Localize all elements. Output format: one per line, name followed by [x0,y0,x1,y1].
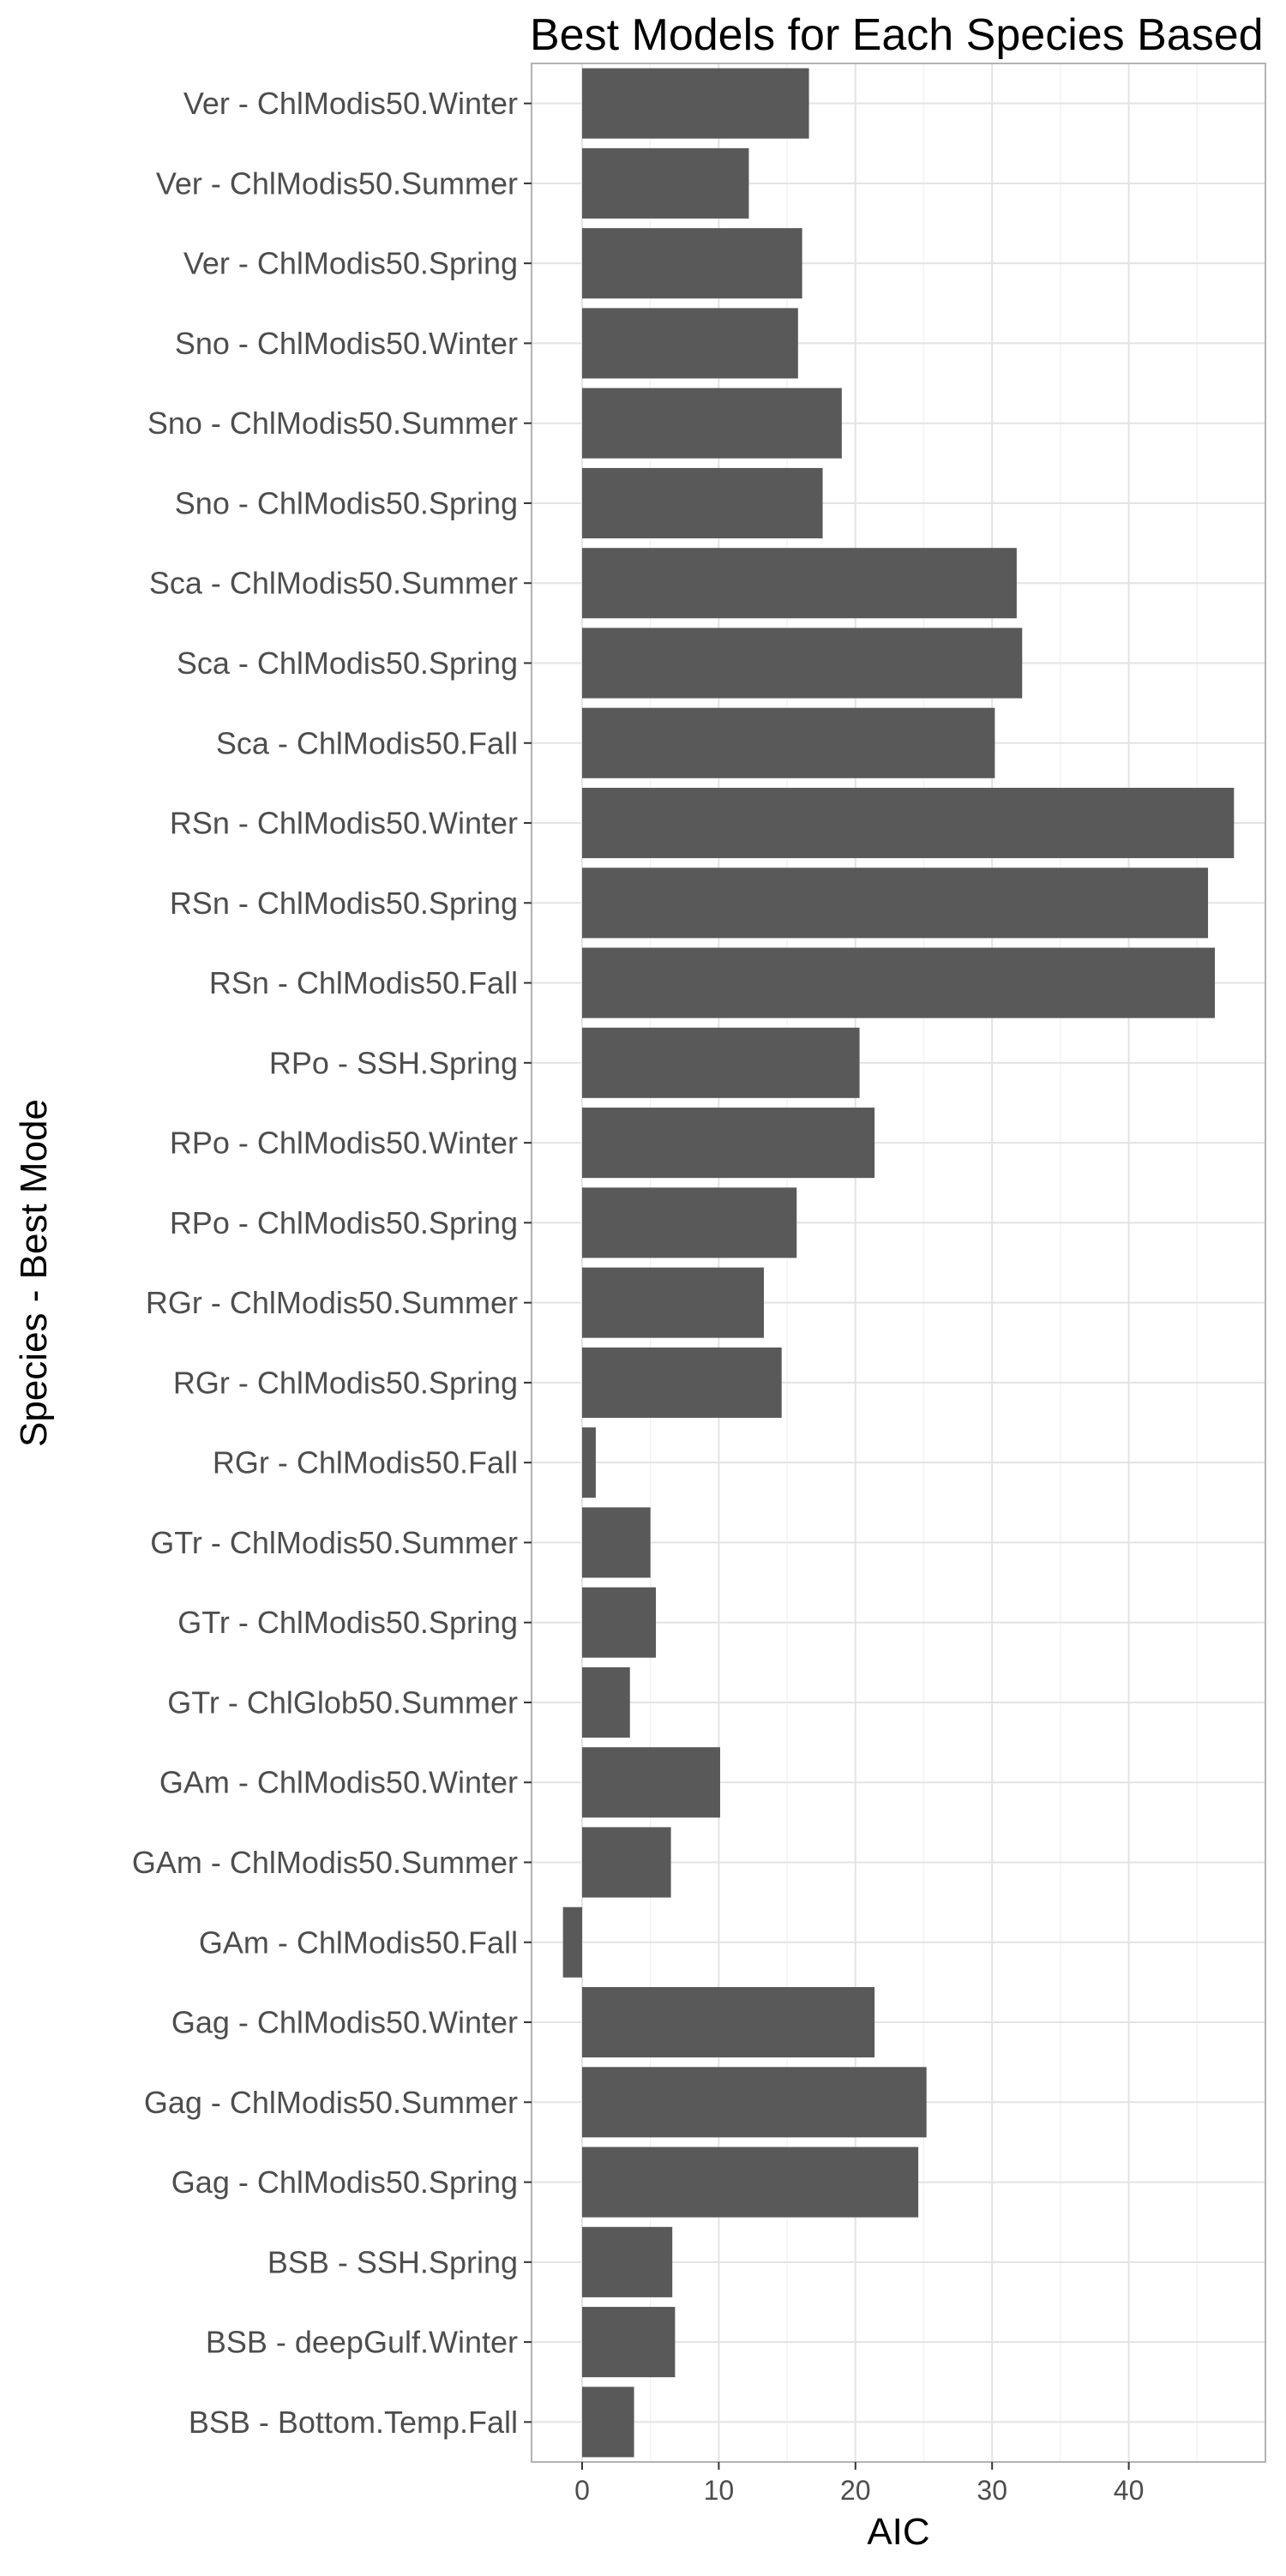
bar [581,1187,797,1258]
bar [581,2226,673,2297]
bar [581,467,823,539]
y-tick-label: RSn - ChlModis50.Winter [170,806,518,841]
bar [581,1986,875,2058]
y-tick-label: Ver - ChlModis50.Summer [156,165,518,201]
bar [581,1666,630,1738]
y-tick-label: Sno - ChlModis50.Spring [175,485,518,520]
y-tick-label: GTr - ChlModis50.Summer [150,1525,518,1560]
y-tick-label: Gag - ChlModis50.Spring [171,2165,518,2200]
bar [581,1267,764,1338]
bar [581,868,1209,939]
y-tick-label: GAm - ChlModis50.Summer [132,1845,518,1880]
bar [581,1747,720,1818]
x-tick-label: 0 [574,2475,590,2506]
bar [581,387,842,459]
bar [581,68,809,139]
y-tick-label: BSB - Bottom.Temp.Fall [189,2405,518,2440]
y-tick-label: GTr - ChlModis50.Spring [177,1605,518,1640]
bar [581,1108,875,1179]
y-tick-label: RSn - ChlModis50.Spring [170,886,518,921]
x-tick-label: 20 [840,2475,871,2506]
y-tick-label: Gag - ChlModis50.Summer [144,2085,518,2120]
bar [562,1906,582,1978]
bar [581,787,1235,859]
y-tick-label: GAm - ChlModis50.Fall [199,1924,518,1960]
y-tick-label: Sca - ChlModis50.Spring [177,646,518,681]
bar [581,2067,927,2138]
y-tick-label: BSB - deepGulf.Winter [206,2325,518,2360]
bar [581,1347,782,1418]
y-tick-label: RSn - ChlModis50.Fall [209,965,518,1000]
y-tick-label: Sca - ChlModis50.Fall [216,725,518,760]
y-tick-label: RPo - SSH.Spring [269,1045,518,1080]
chart-title: Best Models for Each Species Based [530,10,1264,60]
bar [581,228,802,299]
bar [581,2387,634,2458]
minor-gridlines [650,63,1198,2462]
bar [581,308,798,379]
bar [581,947,1216,1018]
y-tick-label: RGr - ChlModis50.Summer [146,1285,518,1320]
x-axis-title: AIC [867,2511,929,2553]
y-tick-label: Ver - ChlModis50.Spring [183,246,518,281]
y-axis-ticks: Ver - ChlModis50.Winter Ver - ChlModis50.… [132,86,532,2440]
y-tick-label: Sno - ChlModis50.Winter [175,326,518,361]
y-tick-label: BSB - SSH.Spring [267,2244,518,2279]
bar [581,2147,919,2218]
y-tick-label: GTr - ChlGlob50.Summer [167,1684,518,1720]
bar [581,147,749,219]
y-tick-label: RPo - ChlModis50.Spring [170,1205,518,1240]
bars [562,68,1235,2458]
bar [581,627,1023,699]
y-axis-title: Species - Best Mode [13,1099,55,1447]
y-tick-label: GAm - ChlModis50.Winter [159,1765,518,1800]
y-tick-label: Ver - ChlModis50.Winter [183,86,518,121]
bar [581,707,995,778]
x-tick-label: 10 [704,2475,735,2506]
bar [581,548,1017,619]
x-axis-ticks: 0 10 20 30 40 [574,2462,1144,2506]
bar [581,2307,676,2378]
x-tick-label: 30 [977,2475,1007,2506]
y-tick-label: RGr - ChlModis50.Spring [173,1365,518,1400]
bar [581,1027,860,1098]
bar [581,1427,596,1498]
panel-border [531,63,1266,2463]
y-tick-label: Sca - ChlModis50.Summer [149,566,518,601]
bar [581,1827,671,1898]
x-tick-label: 40 [1114,2475,1145,2506]
bar [581,1587,657,1658]
y-tick-label: Sno - ChlModis50.Summer [147,405,518,441]
y-tick-label: RGr - ChlModis50.Fall [213,1445,518,1480]
bar [581,1507,651,1578]
y-tick-label: RPo - ChlModis50.Winter [170,1126,518,1161]
y-tick-label: Gag - ChlModis50.Winter [171,2005,518,2040]
